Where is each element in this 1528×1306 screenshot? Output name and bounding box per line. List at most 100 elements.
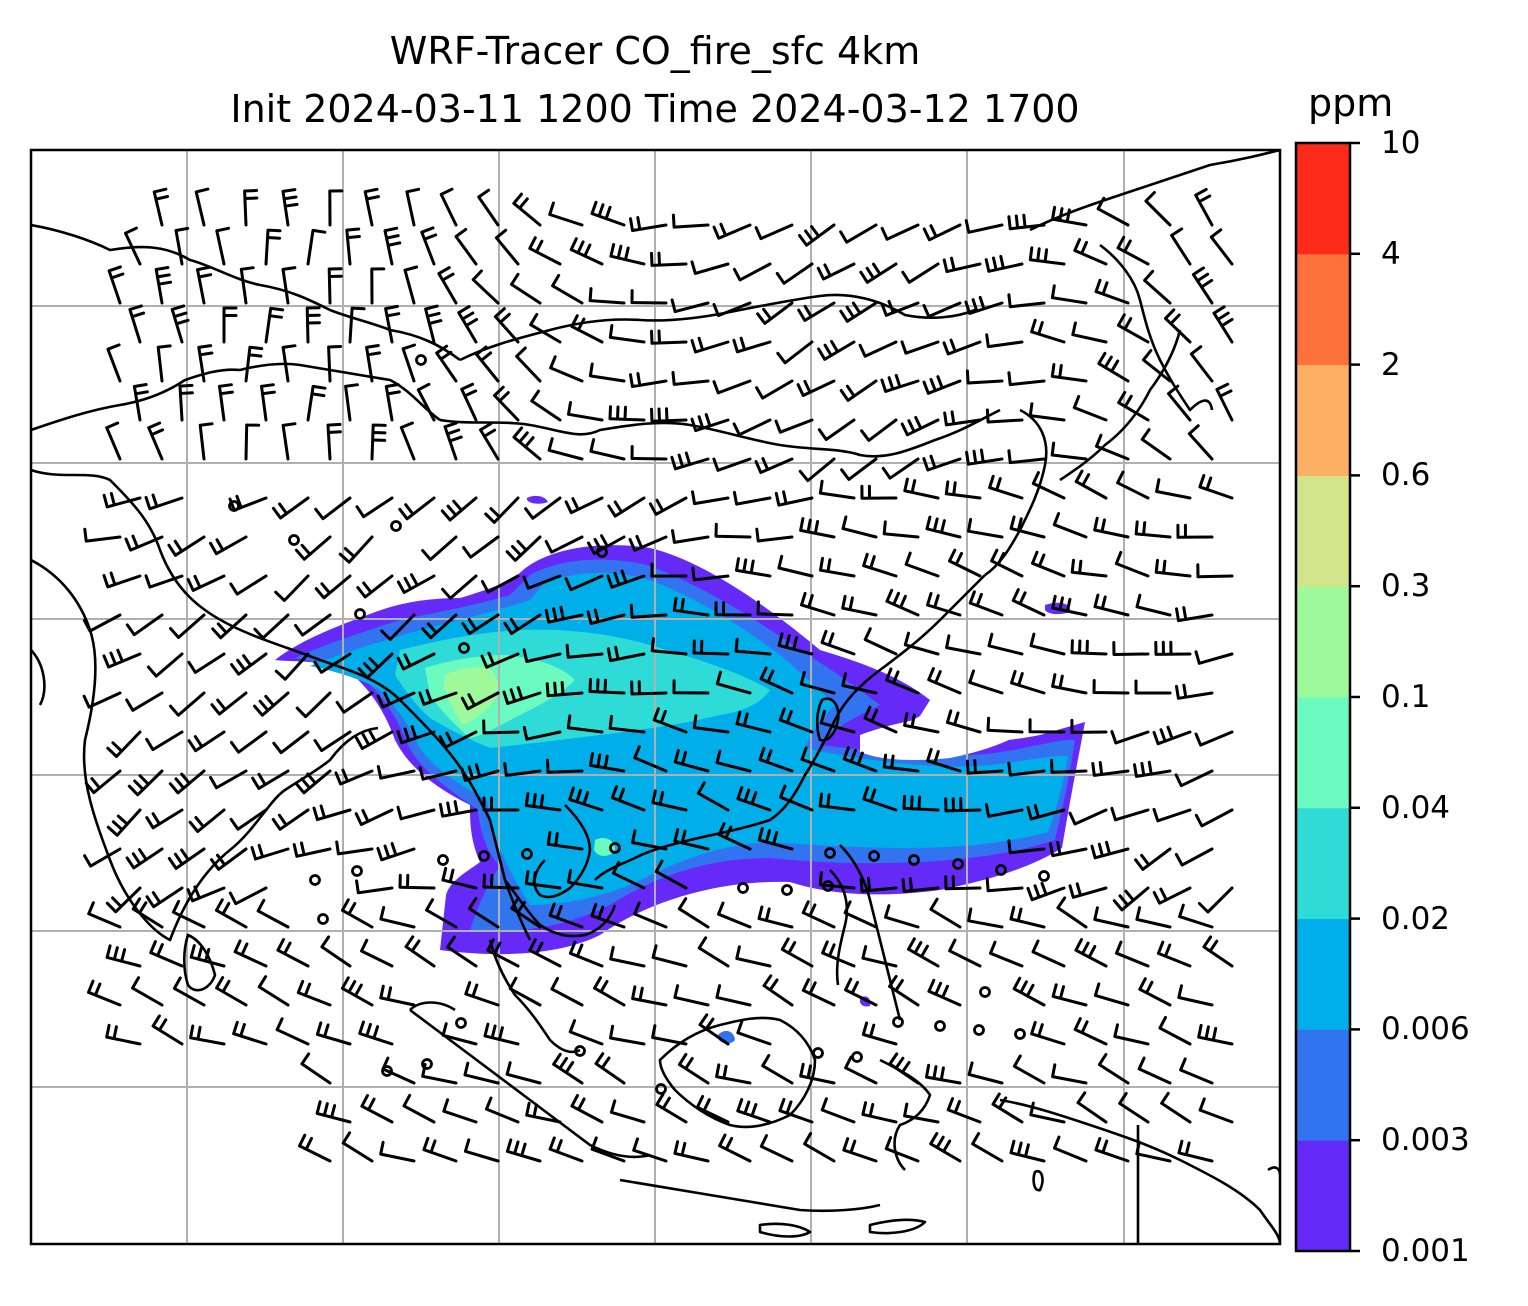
wind-barb <box>422 1136 458 1163</box>
wind-barb <box>151 1014 184 1046</box>
wind-barb <box>1167 384 1192 422</box>
wind-barb <box>985 877 1024 893</box>
wind-barb <box>839 379 878 402</box>
wind-barb <box>335 840 374 856</box>
wind-barb <box>522 648 562 663</box>
wind-barb <box>189 944 226 968</box>
colorbar-tick-label: 2 <box>1381 346 1401 383</box>
wind-barb <box>463 1061 500 1085</box>
colorbar-tick-label: 0.1 <box>1381 679 1431 715</box>
wind-barb <box>759 666 794 695</box>
wind-barb <box>698 1013 730 1046</box>
wind-barb <box>232 1020 268 1046</box>
wind-barb <box>880 373 920 393</box>
wind-barb <box>1026 803 1066 821</box>
wind-barb <box>306 228 327 266</box>
colorbar-tick-label: 0.001 <box>1381 1233 1470 1269</box>
colorbar-segment <box>1296 586 1350 698</box>
wind-barb <box>796 379 836 397</box>
wind-barb <box>1202 935 1234 968</box>
wind-barb <box>1117 390 1150 422</box>
wind-barb <box>228 494 268 512</box>
wind-barb <box>360 938 394 968</box>
wind-barb <box>1074 938 1108 968</box>
wind-barb <box>215 226 230 266</box>
wind-barb <box>281 344 297 383</box>
wind-barb <box>589 752 626 773</box>
wind-barb <box>1029 632 1066 656</box>
wind-barb <box>844 1055 878 1085</box>
wind-barb <box>712 379 752 395</box>
wind-barb <box>1178 903 1214 929</box>
calm-circle <box>892 1016 904 1028</box>
wind-barb <box>942 256 982 274</box>
wind-barb <box>903 712 940 734</box>
wind-barb <box>125 691 164 712</box>
wind-barb <box>817 339 856 361</box>
wind-barb <box>145 808 184 830</box>
wind-barb <box>715 984 752 1007</box>
wind-barb <box>264 228 282 266</box>
colorbar-tick-label: 0.04 <box>1381 789 1451 826</box>
wind-barb <box>715 670 752 695</box>
wind-barb <box>209 535 248 556</box>
wind-barb <box>125 613 164 637</box>
wind-barb <box>565 643 604 659</box>
wind-barb <box>690 336 730 354</box>
wind-barb <box>401 343 416 383</box>
wind-barb <box>630 680 668 696</box>
wind-barb <box>379 1140 416 1163</box>
calm-circle <box>478 850 490 862</box>
wind-barb <box>1073 1017 1108 1046</box>
wind-barb <box>281 188 299 227</box>
wind-barb <box>677 897 710 929</box>
wind-barb <box>755 379 794 400</box>
wind-barb <box>922 454 962 472</box>
calm-circle <box>934 1020 946 1032</box>
wind-barb <box>358 1020 394 1046</box>
wind-barb <box>691 490 730 506</box>
wind-barb <box>460 691 500 711</box>
wind-barb <box>1194 808 1234 828</box>
wind-barb <box>1179 1057 1214 1085</box>
wind-barb <box>862 786 898 812</box>
wind-barb <box>384 383 401 422</box>
wind-barb <box>986 716 1024 734</box>
wind-barb <box>345 227 361 266</box>
wind-barb <box>102 571 142 589</box>
wind-barb <box>355 879 394 895</box>
wind-barb <box>106 808 142 837</box>
wind-barb <box>712 222 752 240</box>
wind-barb <box>471 269 500 305</box>
wind-barb <box>338 535 374 564</box>
calm-circle <box>824 847 836 859</box>
wind-barb <box>437 266 458 305</box>
wind-barb <box>778 1097 814 1124</box>
wind-barb <box>608 714 646 734</box>
wind-barb <box>631 829 668 851</box>
wind-barb <box>570 1094 604 1124</box>
wind-barb <box>1134 679 1172 695</box>
wind-barb <box>1007 213 1046 231</box>
colorbar-tick-label: 0.003 <box>1381 1122 1470 1159</box>
wind-barb <box>862 552 898 578</box>
wind-barb <box>946 1097 982 1124</box>
wind-barb <box>107 265 125 305</box>
wind-barb <box>690 413 730 433</box>
wind-barb <box>1144 191 1172 227</box>
wind-barb <box>483 1022 520 1046</box>
wind-barb <box>1212 305 1234 344</box>
wind-barb <box>820 629 856 656</box>
wind-barb <box>525 1101 562 1124</box>
wind-barb <box>991 1092 1024 1124</box>
wind-barb <box>755 527 794 543</box>
wind-barb <box>418 766 458 781</box>
wind-barb <box>590 200 626 227</box>
wind-barb <box>691 566 730 582</box>
wind-barb <box>842 1137 878 1163</box>
wind-barb <box>355 729 394 750</box>
wind-barb <box>888 974 920 1007</box>
wind-barb <box>1031 550 1066 578</box>
wind-barb <box>927 667 962 695</box>
wind-barb <box>860 418 898 442</box>
